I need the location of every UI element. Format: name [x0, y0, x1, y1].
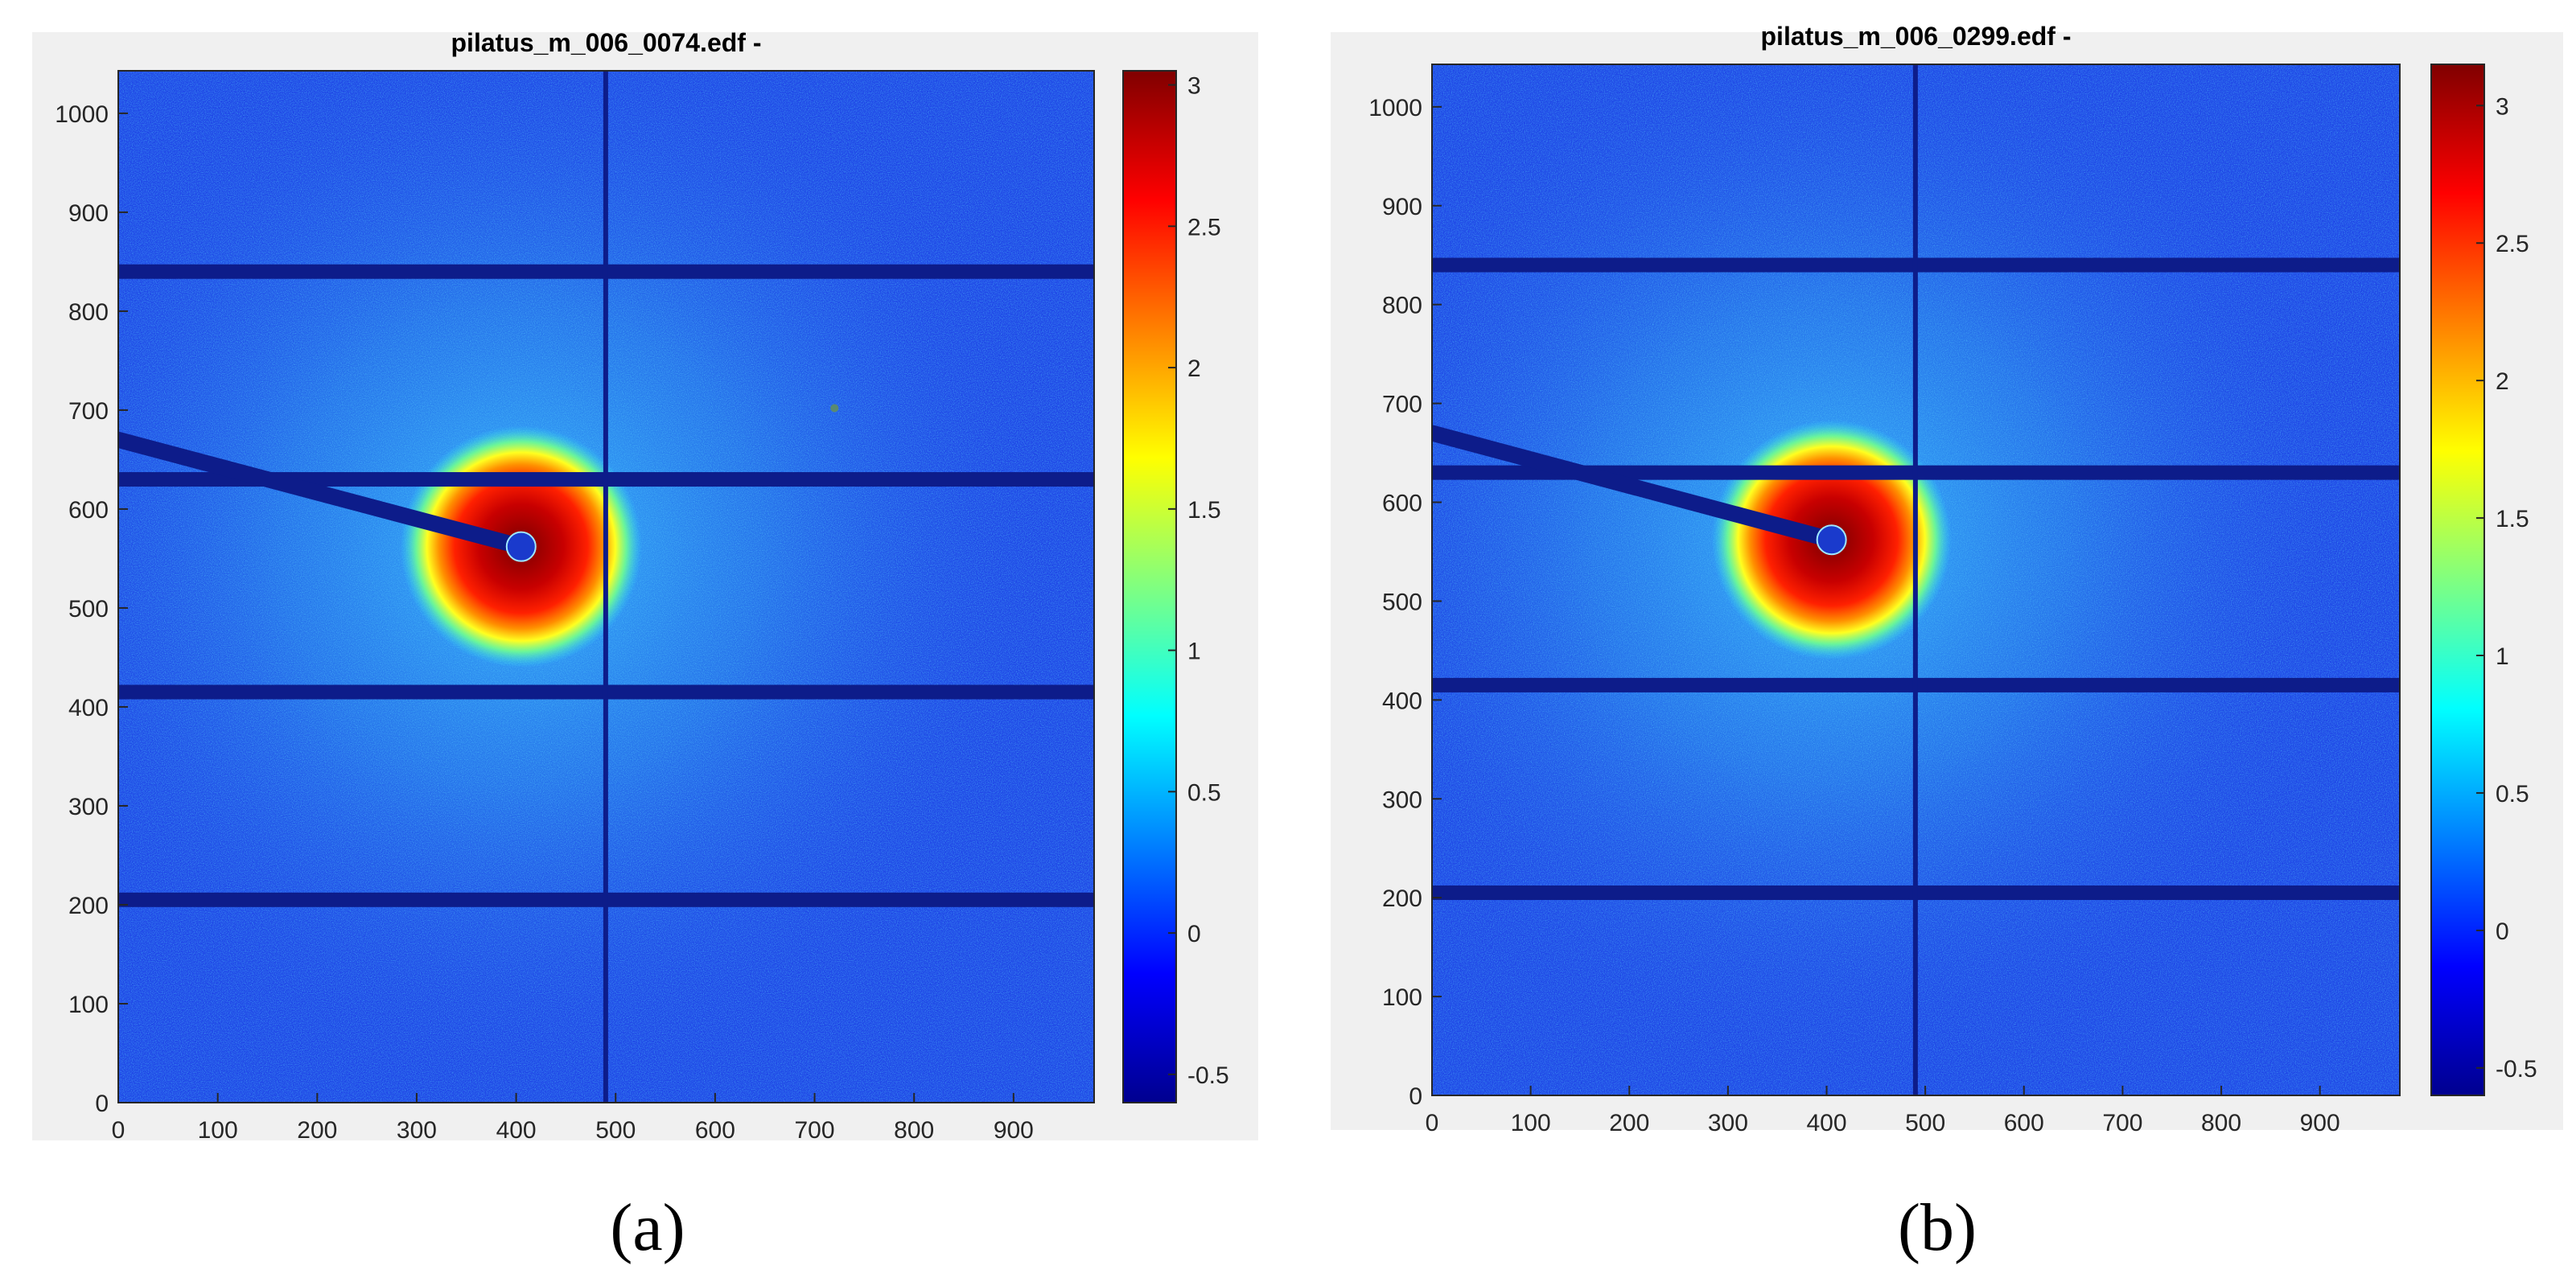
subfigure-label-a: (a)	[610, 1190, 685, 1265]
beamstop-arm	[118, 431, 529, 555]
beamstop	[505, 531, 537, 562]
subfigure-label-b: (b)	[1898, 1190, 1977, 1265]
y-tick-label: 400	[1382, 688, 1422, 714]
colorbar-tick-label: 0.5	[2496, 781, 2529, 807]
colorbar-tick-label: 3	[2496, 93, 2509, 120]
x-tick-label: 500	[1905, 1110, 1945, 1136]
beamstop	[1816, 524, 1847, 556]
colorbar	[1122, 70, 1177, 1103]
y-tick-label: 700	[1382, 392, 1422, 418]
detector-gap-column	[603, 71, 608, 1103]
colorbar-tick-label: 2.5	[1187, 214, 1221, 240]
y-tick-label: 900	[1382, 194, 1422, 220]
x-tick-label: 500	[595, 1117, 636, 1144]
x-tick-label: 0	[1426, 1110, 1439, 1136]
y-tick-label: 600	[68, 497, 109, 524]
y-tick-label: 800	[68, 299, 109, 326]
colorbar-tick-label: 0	[2496, 918, 2509, 945]
y-tick-label: 100	[68, 992, 109, 1018]
x-tick-label: 0	[112, 1117, 126, 1144]
y-tick-label: 0	[95, 1091, 109, 1117]
colorbar-tick-label: -0.5	[1187, 1062, 1229, 1089]
colorbar-tick-label: 1.5	[1187, 497, 1221, 524]
x-tick-label: 800	[894, 1117, 934, 1144]
beamstop-arm	[1432, 425, 1840, 549]
y-tick-label: 200	[1382, 885, 1422, 912]
y-tick-label: 600	[1382, 491, 1422, 517]
chart-title: pilatus_m_006_0299.edf -	[1761, 22, 2072, 51]
colorbar-tick-label: 1	[1187, 639, 1201, 665]
y-tick-label: 0	[1409, 1083, 1422, 1110]
colorbar	[2430, 64, 2485, 1096]
x-tick-label: 900	[994, 1117, 1034, 1144]
x-tick-label: 200	[1609, 1110, 1649, 1136]
colorbar-tick-label: 0.5	[1187, 779, 1221, 806]
heatmap-a: pilatus_m_006_0074.edf -0 100 200 300 400 500…	[55, 28, 1229, 1144]
colorbar-tick-label: 2	[1187, 355, 1201, 382]
x-tick-label: 400	[496, 1117, 537, 1144]
x-tick-label: 200	[297, 1117, 337, 1144]
y-tick-label: 900	[68, 200, 109, 227]
y-tick-label: 500	[68, 596, 109, 622]
y-tick-label: 500	[1382, 589, 1422, 615]
x-tick-label: 600	[695, 1117, 735, 1144]
heatmap-area	[1432, 64, 2400, 1095]
colorbar-tick-label: 2	[2496, 368, 2509, 395]
y-tick-label: 300	[68, 794, 109, 820]
x-tick-label: 800	[2201, 1110, 2241, 1136]
y-tick-label: 1000	[1368, 95, 1422, 121]
colorbar-tick-label: 1.5	[2496, 506, 2529, 532]
heatmap-area	[118, 71, 1094, 1103]
detector-gap-column	[1912, 64, 1918, 1095]
y-tick-label: 400	[68, 695, 109, 721]
x-tick-label: 300	[397, 1117, 437, 1144]
y-tick-label: 200	[68, 893, 109, 919]
y-tick-label: 100	[1382, 984, 1422, 1011]
x-tick-label: 700	[795, 1117, 835, 1144]
x-tick-label: 600	[2004, 1110, 2044, 1136]
chart-title: pilatus_m_006_0074.edf -	[451, 28, 762, 57]
x-tick-label: 300	[1708, 1110, 1748, 1136]
y-tick-label: 300	[1382, 787, 1422, 813]
colorbar-tick-label: 3	[1187, 73, 1201, 100]
colorbar-tick-label: 2.5	[2496, 231, 2529, 257]
x-tick-label: 400	[1806, 1110, 1846, 1136]
x-tick-label: 100	[1511, 1110, 1551, 1136]
colorbar-tick-label: 1	[2496, 643, 2509, 670]
colorbar-tick-label: -0.5	[2496, 1056, 2537, 1083]
x-tick-label: 700	[2102, 1110, 2142, 1136]
x-tick-label: 900	[2300, 1110, 2340, 1136]
colorbar-tick-label: 0	[1187, 921, 1201, 947]
hot-pixel	[830, 404, 839, 413]
y-tick-label: 700	[68, 398, 109, 425]
y-tick-label: 800	[1382, 293, 1422, 319]
y-tick-label: 1000	[55, 101, 109, 128]
figure-a: pilatus_m_006_0074.edf -0 100 200 300 400 500…	[0, 0, 1287, 1286]
x-tick-label: 100	[198, 1117, 238, 1144]
